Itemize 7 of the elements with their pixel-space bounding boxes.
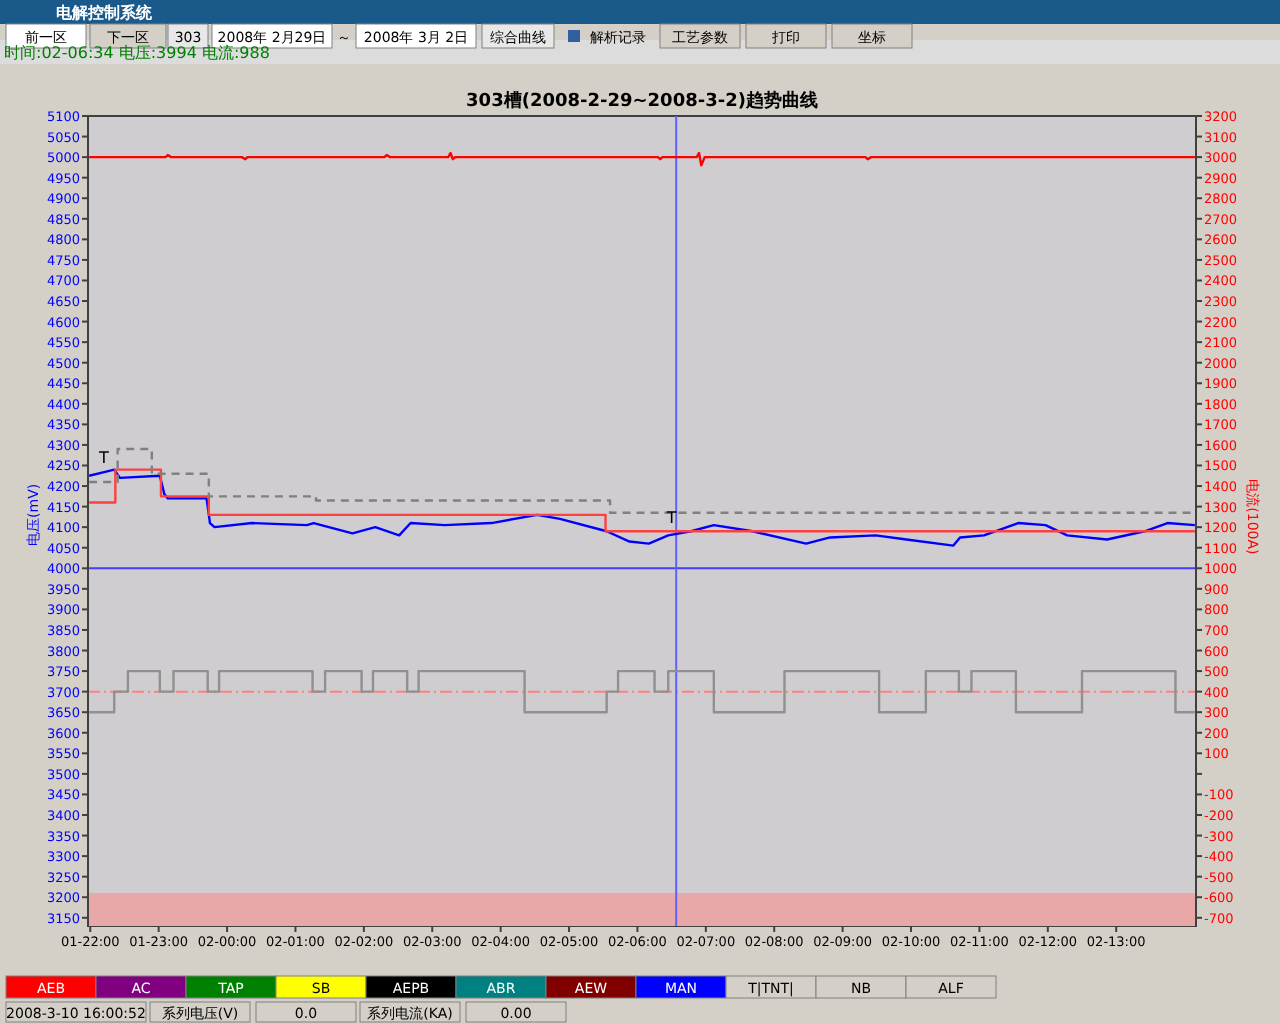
line-series — [87, 468, 1197, 547]
annotation: T — [97, 449, 110, 468]
line-series — [87, 151, 1197, 167]
chart-title: 303槽(2008-2-29~2008-3-2)趋势曲线 — [466, 90, 818, 112]
text: 电解控制系统 — [56, 4, 154, 22]
text: 时间:02-06:34 电压:3994 电流:988 — [4, 44, 270, 62]
annotation: T — [664, 509, 677, 528]
